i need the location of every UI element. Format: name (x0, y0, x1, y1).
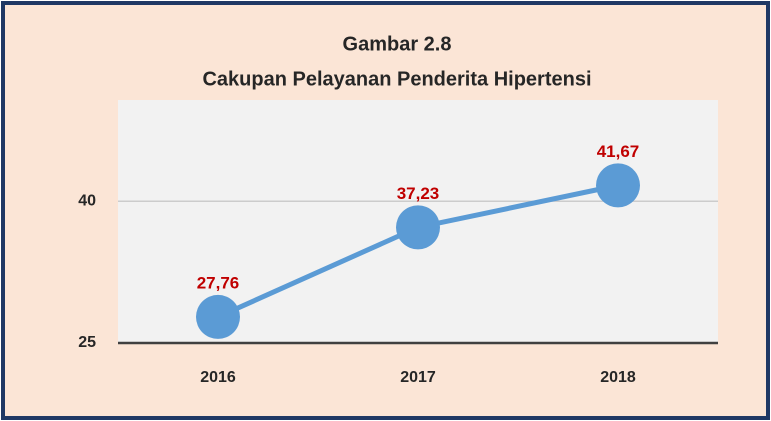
x-tick-label: 2018 (600, 369, 636, 386)
x-tick-label: 2017 (400, 369, 436, 386)
data-label: 41,67 (597, 142, 640, 161)
data-point (196, 294, 240, 339)
chart-title: Gambar 2.8 (343, 33, 452, 55)
x-tick-label: 2016 (200, 369, 236, 386)
data-label: 37,23 (397, 184, 440, 203)
data-point (596, 163, 640, 208)
data-label: 27,76 (197, 273, 240, 292)
y-tick-label: 25 (78, 334, 96, 351)
data-point (396, 205, 440, 250)
chart-subtitle: Cakupan Pelayanan Penderita Hipertensi (202, 68, 591, 90)
y-tick-label: 40 (78, 192, 96, 209)
